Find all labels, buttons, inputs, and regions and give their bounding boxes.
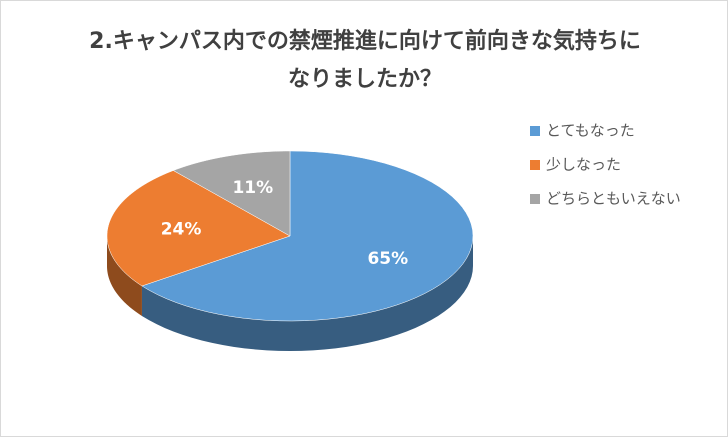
legend-swatch [530,160,540,170]
data-label: 65% [367,249,408,269]
slice-side [107,236,142,316]
slice [106,170,291,287]
data-label: 11% [232,178,273,198]
slice [141,150,474,322]
chart-title: 2.キャンパス内での禁煙推進に向けて前向きな気持ちになりましたか？ [89,29,641,92]
slice [172,150,291,237]
legend-label: とてもなった [546,122,635,140]
legend-label: 少しなった [546,156,621,174]
legend-swatch [530,126,540,136]
data-label: 24% [161,220,202,240]
legend-swatch [530,194,540,204]
slice-side [141,236,473,351]
legend-label: どちらともいえない [546,190,681,208]
